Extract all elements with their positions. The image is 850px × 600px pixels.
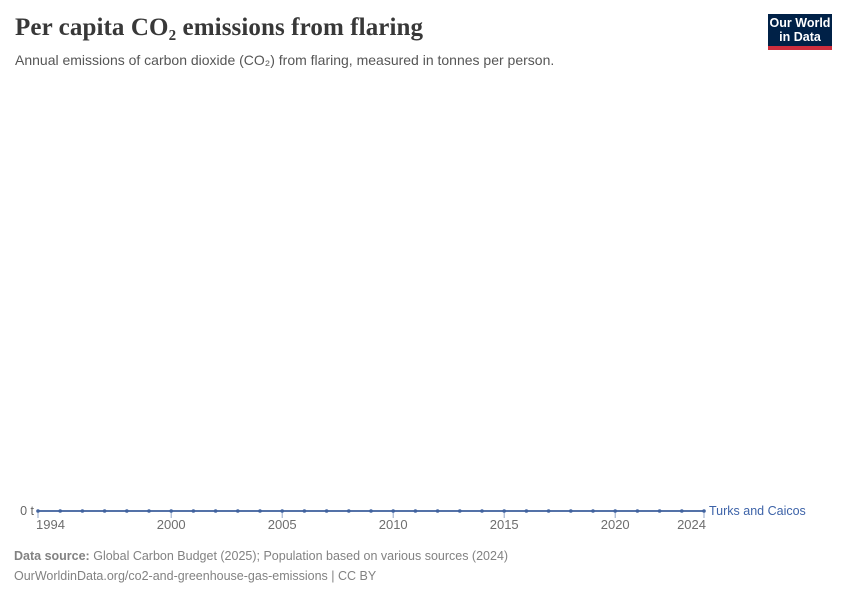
data-source-line: Data source: Global Carbon Budget (2025)… xyxy=(14,546,814,566)
series-point[interactable] xyxy=(413,509,418,513)
series-point[interactable] xyxy=(213,509,218,513)
series-point[interactable] xyxy=(302,509,307,513)
series-point[interactable] xyxy=(546,509,551,513)
x-tick-label: 2015 xyxy=(490,517,519,532)
series-point[interactable] xyxy=(680,509,684,513)
x-tick-label: 2005 xyxy=(268,517,297,532)
owid-logo[interactable]: Our World in Data xyxy=(768,14,832,50)
entity-label[interactable]: Turks and Caicos xyxy=(709,504,806,518)
series-point[interactable] xyxy=(80,509,85,513)
series-point[interactable] xyxy=(102,509,107,513)
series-point[interactable] xyxy=(36,509,40,513)
series-point[interactable] xyxy=(280,509,285,513)
owid-logo-line1: Our World xyxy=(769,16,831,30)
series-point[interactable] xyxy=(657,509,662,513)
y-axis-zero-label: 0 t xyxy=(20,504,34,518)
series-point[interactable] xyxy=(236,509,240,513)
series-point[interactable] xyxy=(391,509,396,513)
series-point[interactable] xyxy=(258,509,262,513)
chart-title: Per capita CO₂ emissions from flaring xyxy=(15,14,424,41)
series-point[interactable] xyxy=(569,509,573,513)
x-tick-label: 2020 xyxy=(601,517,630,532)
series-point[interactable] xyxy=(524,509,529,513)
series-point[interactable] xyxy=(125,509,129,513)
series-point[interactable] xyxy=(58,509,62,513)
series-point[interactable] xyxy=(613,509,617,513)
series-point[interactable] xyxy=(702,509,706,513)
series-point[interactable] xyxy=(324,509,329,513)
series-point[interactable] xyxy=(635,509,640,513)
series-point[interactable] xyxy=(591,509,595,513)
series-point[interactable] xyxy=(502,509,507,513)
data-source-label: Data source: xyxy=(14,549,90,563)
x-tick-label: 2024 xyxy=(677,517,706,532)
chart-footer: Data source: Global Carbon Budget (2025)… xyxy=(14,546,814,586)
line-chart[interactable]: 1994 2000 2005 2010 2015 2020 2024 0 t Turks and… xyxy=(0,478,850,538)
series-point[interactable] xyxy=(191,509,196,513)
series-point[interactable] xyxy=(369,509,373,513)
series-point[interactable] xyxy=(480,509,484,513)
x-tick-label: 2000 xyxy=(157,517,186,532)
series-point[interactable] xyxy=(169,509,173,513)
data-source-text: Global Carbon Budget (2025); Population … xyxy=(93,549,509,563)
series-point[interactable] xyxy=(458,509,462,513)
series-point[interactable] xyxy=(147,509,151,513)
owid-logo-line2: in Data xyxy=(779,30,821,44)
citation-line: OurWorldinData.org/co2-and-greenhouse-ga… xyxy=(14,569,377,583)
series-point[interactable] xyxy=(435,509,440,513)
series-point[interactable] xyxy=(347,509,351,513)
chart-subtitle: Annual emissions of carbon dioxide (CO₂)… xyxy=(15,52,555,68)
x-tick-label: 2010 xyxy=(379,517,408,532)
x-tick-label: 1994 xyxy=(36,517,65,532)
